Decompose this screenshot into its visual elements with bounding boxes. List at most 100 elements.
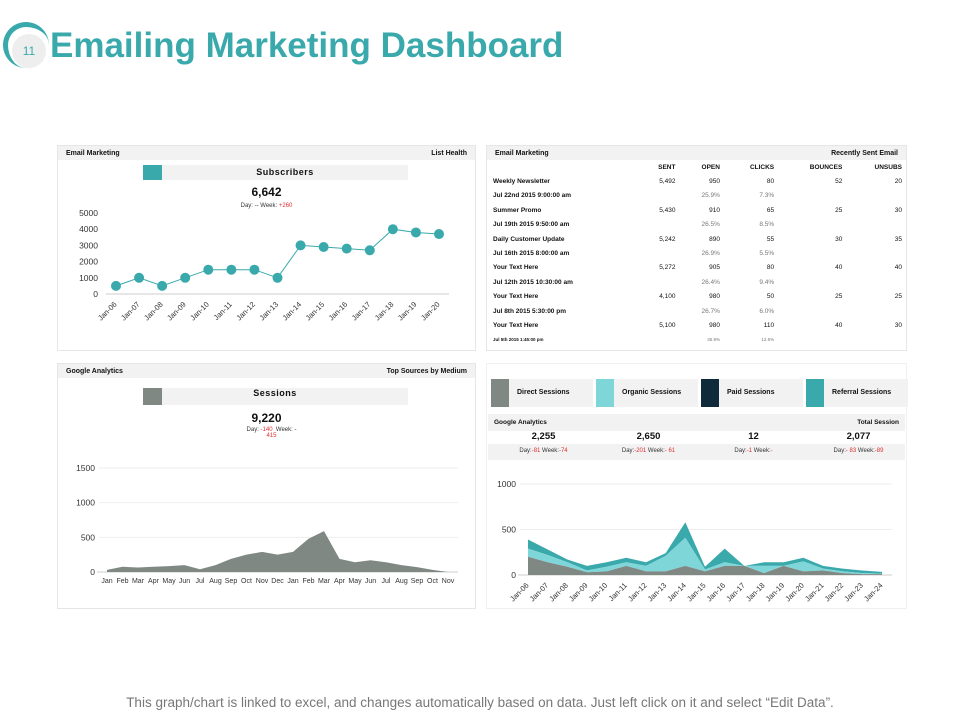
day-label: Day:: [734, 448, 747, 454]
x-tick-label: Jan-10: [587, 581, 610, 604]
cell-clicks: 65: [766, 206, 775, 214]
cell-bounces: 52: [835, 178, 843, 186]
cell-sent: 5,242: [659, 235, 676, 243]
col-unsubs: UNSUBS: [874, 163, 902, 171]
panel-header-right: Top Sources by Medium: [386, 368, 467, 375]
x-tick-label: Jan-17: [350, 300, 373, 323]
data-point: [249, 264, 260, 275]
cell-date: Jul 12th 2015 10:30:00 am: [493, 278, 573, 286]
week-label: Week:: [752, 448, 771, 454]
x-tick-label: Jan-16: [705, 581, 728, 604]
sources-panel: Direct Sessions Organic Sessions Paid Sess…: [486, 363, 908, 610]
x-tick-label: Jan-15: [685, 581, 708, 604]
cell-sent: 5,492: [659, 178, 676, 186]
cell-click_pct: 8.5%: [759, 221, 775, 229]
x-tick-label: Jan-19: [396, 300, 419, 323]
y-tick-label: 1500: [76, 463, 95, 473]
cell-open: 905: [709, 264, 720, 272]
kpi-header: Sessions: [143, 388, 408, 405]
legend-label: Referral Sessions: [832, 389, 892, 396]
table-row[interactable]: Weekly Newsletter 5,492 950 80 52 20: [489, 174, 906, 188]
table-row-detail: Jul 12th 2015 10:30:00 am 26.4% 9.4%: [489, 275, 906, 289]
legend-3[interactable]: Referral Sessions: [806, 379, 908, 407]
kpi-delta: Day: -140 Week: -415: [58, 427, 475, 439]
week-value: -89: [874, 448, 884, 454]
y-tick-label: 1000: [76, 498, 95, 508]
table-row[interactable]: Your Text Here 5,272 905 80 40 40: [489, 261, 906, 275]
data-point: [295, 240, 306, 251]
sources-stacked-area-chart[interactable]: 05001000Jan-06Jan-07Jan-08Jan-09Jan-10Ja…: [487, 364, 908, 610]
week-label: Week: -: [275, 427, 297, 433]
kpi-swatch: [143, 388, 162, 405]
day-label: Day:: [833, 448, 846, 454]
data-point: [134, 272, 145, 283]
day-value: -1: [746, 448, 753, 454]
table-row-detail: Jul 22nd 2015 9:00:00 am 25.9% 7.3%: [489, 189, 906, 203]
cell-empty: [778, 189, 846, 203]
x-tick-label: Feb: [116, 578, 128, 585]
cell-empty: [846, 275, 906, 289]
cell-bounces: 30: [835, 235, 843, 243]
cell-bounces: 25: [835, 293, 843, 301]
data-point: [434, 229, 444, 240]
cell-open_pct: 35.9%: [707, 337, 720, 343]
x-tick-label: Jul: [196, 578, 205, 585]
x-tick-label: Jan-06: [96, 300, 119, 323]
panel-header-left: Email Marketing: [495, 150, 549, 157]
kpi-value: 9,220: [251, 411, 282, 425]
cell-empty: [637, 189, 680, 203]
y-tick-label: 5000: [79, 208, 98, 218]
table-row[interactable]: Summer Promo 5,430 910 65 25 30: [489, 203, 906, 217]
cell-name: Your Text Here: [493, 293, 539, 301]
legend-2[interactable]: Paid Sessions: [701, 379, 803, 407]
x-tick-label: Jan: [287, 578, 298, 585]
source-value: 2,650: [636, 431, 661, 442]
day-label: Day:: [519, 448, 532, 454]
kpi-delta: Day: -- Week: +260: [58, 203, 475, 209]
week-value: - 61: [664, 448, 676, 454]
panel-header-right: Recently Sent Email: [831, 150, 898, 157]
x-tick-label: Jan-19: [764, 581, 787, 604]
source-delta: Day:- 83 Week:-89: [806, 448, 911, 454]
cell-open_pct: 25.9%: [701, 192, 720, 200]
cell-date: Jul 22nd 2015 9:00:00 am: [493, 192, 572, 200]
legend-1[interactable]: Organic Sessions: [596, 379, 698, 407]
x-tick-label: Jan-14: [665, 581, 688, 604]
cell-open: 890: [709, 235, 720, 243]
cell-date: Jul 5th 2015 1:45:00 pm: [493, 337, 544, 343]
x-tick-label: Jan-13: [646, 581, 669, 604]
x-tick-label: Jan-12: [234, 300, 257, 323]
cell-bounces: 40: [835, 321, 843, 329]
day-value: - 83: [845, 448, 857, 454]
table-row-detail: Jul 5th 2015 1:45:00 pm 35.9% 12.5%: [489, 333, 906, 347]
table-row[interactable]: Daily Customer Update 5,242 890 55 30 35: [489, 232, 906, 246]
x-tick-label: May: [348, 578, 362, 585]
data-point: [180, 272, 191, 283]
cell-name: Daily Customer Update: [493, 235, 565, 243]
x-tick-label: Aug: [209, 578, 222, 585]
delta-value: +260: [278, 203, 293, 209]
cell-name: Summer Promo: [493, 206, 542, 214]
table-row[interactable]: Your Text Here 4,100 980 50 25 25: [489, 290, 906, 304]
day-label: Day:: [246, 427, 261, 433]
legend-0[interactable]: Direct Sessions: [491, 379, 593, 407]
area-series-1: [528, 537, 882, 575]
col-open: OPEN: [701, 163, 720, 171]
cell-open: 980: [709, 293, 720, 301]
data-point: [364, 245, 375, 256]
cell-open: 950: [709, 178, 720, 186]
y-tick-label: 3000: [79, 240, 98, 250]
table-row-detail: Jul 16th 2015 8:00:00 am 26.9% 5.5%: [489, 246, 906, 260]
source-delta: Day:-81 Week:-74: [491, 448, 596, 454]
cell-empty: [846, 304, 906, 318]
x-tick-label: Jan: [101, 578, 112, 585]
cell-sent: 5,272: [659, 264, 676, 272]
table-row[interactable]: Your Text Here 5,100 980 110 40 30: [489, 318, 906, 332]
cell-empty: [846, 189, 906, 203]
source-delta: Day:-201 Week:- 61: [596, 448, 701, 454]
week-label: Week:: [646, 448, 665, 454]
x-tick-label: Jan-11: [607, 581, 629, 603]
x-tick-label: Jan-09: [567, 581, 590, 604]
